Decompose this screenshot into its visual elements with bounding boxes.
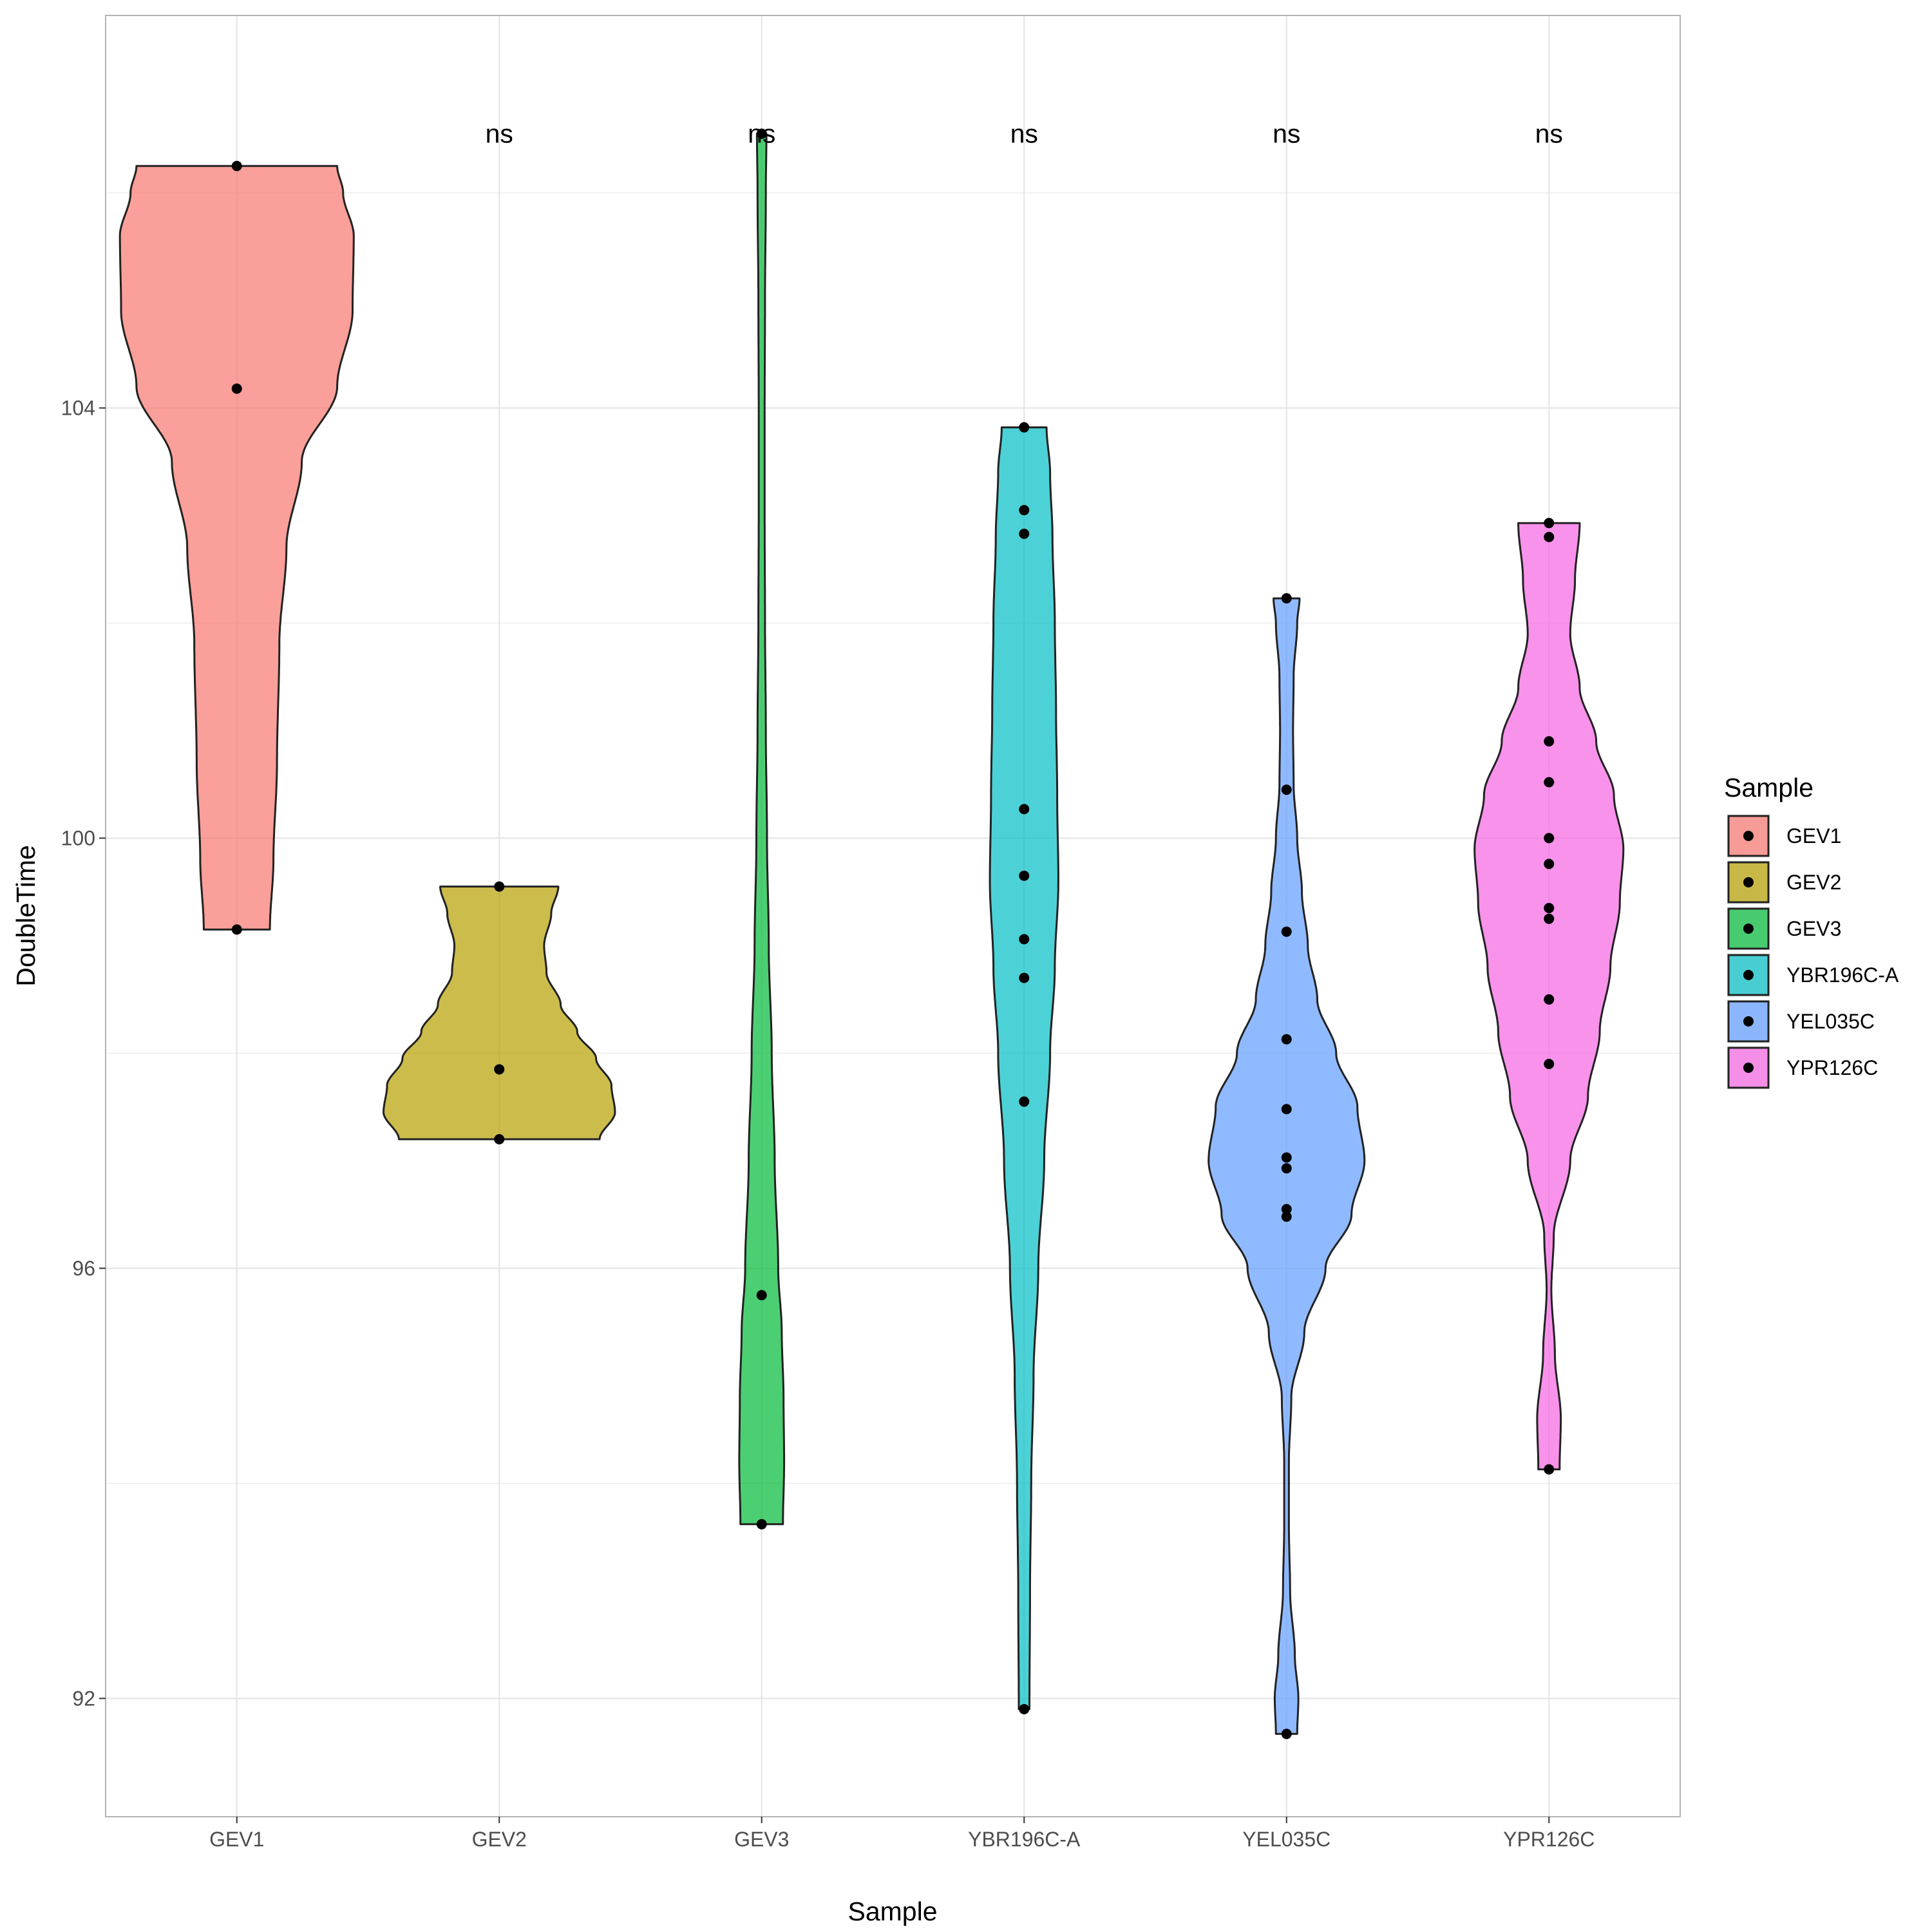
- data-point-gev3: [756, 128, 767, 139]
- data-point-ybr196c-a: [1019, 934, 1030, 945]
- legend-item-yel035c: YEL035C: [1727, 999, 1875, 1043]
- significance-label-yel035c: ns: [1273, 119, 1300, 149]
- data-point-ypr126c: [1544, 913, 1555, 924]
- legend-items: GEV1 GEV2 GEV3 YBR196C-A YEL035C YPR126C: [1727, 814, 1899, 1090]
- legend-label: GEV1: [1786, 824, 1841, 848]
- significance-label-gev2: ns: [486, 119, 513, 149]
- y-tick-label: 104: [61, 396, 95, 419]
- x-axis-title: Sample: [848, 1897, 937, 1926]
- data-point-ybr196c-a: [1019, 422, 1030, 433]
- y-tick-label: 100: [61, 826, 95, 849]
- legend-item-gev1: GEV1: [1727, 814, 1841, 858]
- data-point-ybr196c-a: [1019, 1704, 1030, 1715]
- legend-label: YPR126C: [1786, 1056, 1878, 1079]
- data-point-ypr126c: [1544, 777, 1555, 788]
- x-tick-label: YEL035C: [1242, 1828, 1331, 1851]
- legend-label: YEL035C: [1786, 1010, 1875, 1033]
- panel-background: [106, 15, 1680, 1817]
- x-tick-label: GEV3: [734, 1828, 789, 1851]
- significance-label-gev3: ns: [748, 119, 775, 149]
- data-point-ypr126c: [1544, 736, 1555, 747]
- legend-point-marker: [1743, 877, 1754, 887]
- data-point-ypr126c: [1544, 518, 1555, 529]
- data-point-yel035c: [1281, 1034, 1292, 1045]
- legend-label: GEV2: [1786, 871, 1841, 894]
- data-point-ypr126c: [1544, 858, 1555, 869]
- axes: 92 96 100 104 GEV1 GEV2 GEV3 YBR196C-A YEL035C YP…: [61, 396, 1595, 1851]
- data-point-ybr196c-a: [1019, 1096, 1030, 1107]
- data-point-gev2: [494, 881, 505, 892]
- data-point-ybr196c-a: [1019, 870, 1030, 881]
- legend-swatch: [1727, 954, 1770, 996]
- x-tick-label: YPR126C: [1503, 1828, 1595, 1851]
- data-point-ybr196c-a: [1019, 804, 1030, 815]
- data-point-yel035c: [1281, 1104, 1292, 1115]
- y-tick-label: 96: [72, 1256, 95, 1280]
- legend-title: Sample: [1724, 773, 1814, 802]
- data-point-gev3: [756, 1290, 767, 1301]
- data-point-ybr196c-a: [1019, 528, 1030, 539]
- violin-ybr196c-a: [989, 426, 1059, 1710]
- data-points: [231, 128, 1555, 1739]
- significance-label-ybr196c-a: ns: [1010, 119, 1038, 149]
- data-point-ypr126c: [1544, 902, 1555, 913]
- data-point-gev1: [231, 383, 242, 394]
- data-point-gev2: [494, 1064, 505, 1075]
- data-point-yel035c: [1281, 926, 1292, 937]
- data-point-gev1: [231, 160, 242, 171]
- legend-label: YBR196C-A: [1786, 963, 1899, 987]
- data-point-yel035c: [1281, 593, 1292, 604]
- x-tick-label: GEV1: [209, 1828, 264, 1851]
- legend-item-gev2: GEV2: [1727, 860, 1841, 904]
- data-point-ybr196c-a: [1019, 505, 1030, 516]
- plot-panel: ns ns ns ns ns: [105, 15, 1681, 1817]
- legend-point-marker: [1743, 923, 1754, 934]
- data-point-ybr196c-a: [1019, 972, 1030, 983]
- legend-point-marker: [1743, 970, 1754, 980]
- x-tick-label: YBR196C-A: [968, 1828, 1081, 1851]
- data-point-yel035c: [1281, 1163, 1292, 1174]
- legend: Sample GEV1 GEV2 GEV3 YBR196C-A YEL035C YPR12…: [1724, 773, 1899, 1090]
- legend-label: GEV3: [1786, 917, 1841, 940]
- data-point-gev2: [494, 1133, 505, 1144]
- legend-point-marker: [1743, 1063, 1754, 1073]
- significance-label-ypr126c: ns: [1535, 119, 1563, 149]
- data-point-gev3: [756, 1519, 767, 1530]
- legend-point-marker: [1743, 1016, 1754, 1027]
- violin-gev2: [383, 886, 616, 1141]
- x-tick-label: GEV2: [472, 1828, 527, 1851]
- data-point-ypr126c: [1544, 994, 1555, 1005]
- significance-labels: ns ns ns ns ns: [486, 119, 1563, 149]
- data-point-ypr126c: [1544, 1059, 1555, 1070]
- y-axis-title: DoubleTime: [11, 845, 41, 987]
- data-point-yel035c: [1281, 784, 1292, 795]
- violin-gev1: [118, 165, 355, 931]
- legend-item-ypr126c: YPR126C: [1727, 1046, 1878, 1090]
- data-point-gev1: [231, 924, 242, 935]
- y-tick-label: 92: [72, 1687, 95, 1710]
- data-point-ypr126c: [1544, 1464, 1555, 1475]
- data-point-yel035c: [1281, 1152, 1292, 1163]
- data-point-yel035c: [1281, 1204, 1292, 1215]
- data-point-yel035c: [1281, 1728, 1292, 1739]
- legend-item-gev3: GEV3: [1727, 907, 1841, 951]
- panel-border: [105, 15, 1681, 1817]
- data-point-ypr126c: [1544, 833, 1555, 844]
- legend-item-ybr196c-a: YBR196C-A: [1727, 953, 1899, 997]
- legend-point-marker: [1743, 831, 1754, 841]
- data-point-yel035c: [1281, 1211, 1292, 1222]
- data-point-ypr126c: [1544, 531, 1555, 542]
